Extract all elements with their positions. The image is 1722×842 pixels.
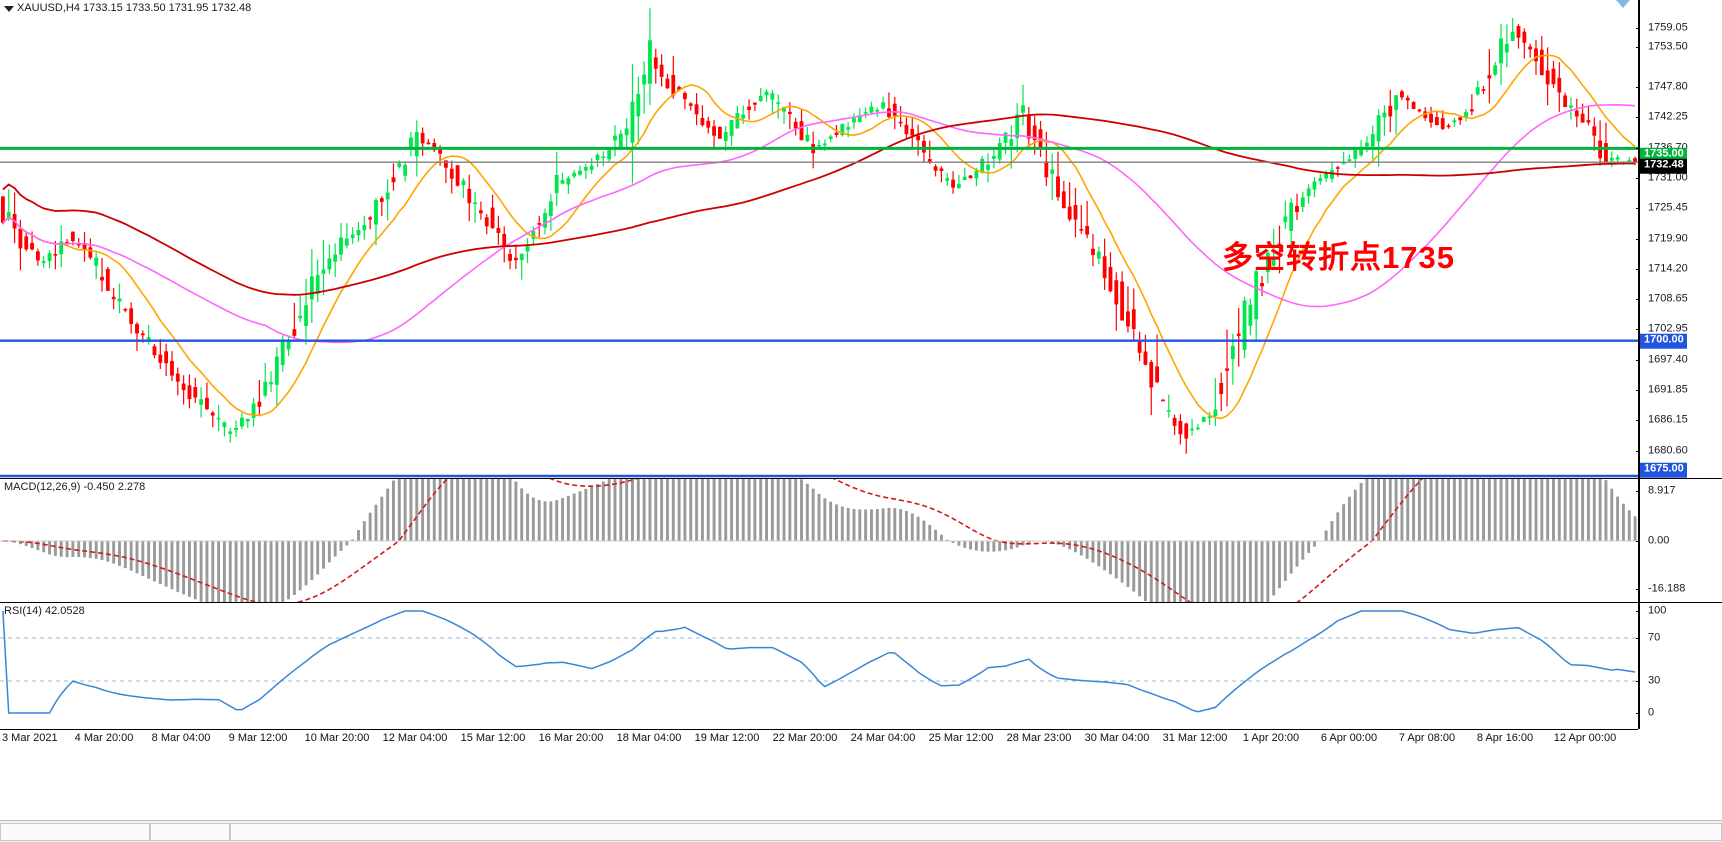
- rsi-axis-label: 0: [1648, 706, 1655, 719]
- date-axis-label: 28 Mar 23:00: [1006, 732, 1072, 744]
- price-level-badge[interactable]: 1675.00: [1640, 462, 1687, 478]
- macd-axis-label: -16.188: [1648, 582, 1686, 595]
- date-axis-label: 24 Mar 04:00: [850, 732, 916, 744]
- rsi-axis[interactable]: 100 70 30 0: [1636, 603, 1722, 729]
- price-axis-label: 1708.65: [1648, 292, 1688, 305]
- price-axis-label: 1747.80: [1648, 80, 1688, 93]
- price-level-badge[interactable]: 1700.00: [1640, 333, 1687, 349]
- price-axis-label: 1753.50: [1648, 40, 1688, 53]
- date-axis-label: 16 Mar 20:00: [538, 732, 604, 744]
- price-axis-tick: [1636, 451, 1640, 452]
- rsi-axis-tick: [1636, 611, 1640, 612]
- macd-axis-label: 0.00: [1648, 534, 1670, 547]
- price-axis-label: 1742.25: [1648, 110, 1688, 123]
- date-axis-label: 8 Mar 04:00: [151, 732, 211, 744]
- macd-plot-area[interactable]: [0, 479, 1638, 602]
- date-axis-label: 25 Mar 12:00: [928, 732, 994, 744]
- price-axis-label: 1691.85: [1648, 383, 1688, 396]
- rsi-svg: [0, 610, 1638, 714]
- rsi-pane: RSI(14) 42.0528 100 70 30 0: [0, 602, 1722, 729]
- date-axis-label: 15 Mar 12:00: [460, 732, 526, 744]
- price-axis-tick: [1636, 148, 1640, 149]
- rsi-axis-label: 70: [1648, 631, 1661, 644]
- date-axis-label: 9 Mar 12:00: [228, 732, 288, 744]
- macd-title: MACD(12,26,9) -0.450 2.278: [4, 481, 146, 493]
- date-axis-label: 12 Mar 04:00: [382, 732, 448, 744]
- price-axis-label: 1697.40: [1648, 353, 1688, 366]
- date-axis-label: 7 Apr 08:00: [1398, 732, 1456, 744]
- price-axis-tick: [1636, 390, 1640, 391]
- date-axis-label: 30 Mar 04:00: [1084, 732, 1150, 744]
- taskbar: [0, 820, 1722, 842]
- rsi-axis-label: 30: [1648, 674, 1661, 687]
- date-axis-label: 22 Mar 20:00: [772, 732, 838, 744]
- taskbar-cell-2[interactable]: [150, 823, 230, 841]
- rsi-axis-label: 100: [1648, 604, 1667, 617]
- date-axis-label: 8 Apr 16:00: [1476, 732, 1534, 744]
- rsi-axis-tick: [1636, 638, 1640, 639]
- date-axis-label: 1 Apr 20:00: [1242, 732, 1300, 744]
- macd-axis-tick: [1636, 491, 1640, 492]
- rsi-axis-tick: [1636, 713, 1640, 714]
- price-axis-label: 1702.95: [1648, 322, 1688, 335]
- price-axis-label: 1714.20: [1648, 262, 1688, 275]
- price-plot-area[interactable]: [0, 0, 1638, 478]
- price-axis-label: 1759.05: [1648, 21, 1688, 34]
- date-axis-label: 4 Mar 20:00: [74, 732, 134, 744]
- macd-axis[interactable]: 8.917 0.00 -16.188: [1636, 479, 1722, 602]
- price-axis-tick: [1636, 117, 1640, 118]
- date-axis[interactable]: 3 Mar 2021 4 Mar 20:00 8 Mar 04:00 9 Mar 12…: [0, 729, 1638, 753]
- price-axis-tick: [1636, 360, 1640, 361]
- price-axis-label: 1686.15: [1648, 413, 1688, 426]
- chevron-down-icon[interactable]: [4, 6, 14, 12]
- price-axis-label: 1731.00: [1648, 171, 1688, 184]
- price-axis-tick: [1636, 47, 1640, 48]
- chart-title: XAUUSD,H4 1733.15 1733.50 1731.95 1732.4…: [17, 2, 252, 14]
- date-axis-label: 3 Mar 2021: [2, 732, 58, 744]
- price-axis-tick: [1636, 420, 1640, 421]
- chart-annotation-text: 多空转折点1735: [1222, 240, 1455, 275]
- rsi-plot-area[interactable]: [0, 603, 1638, 729]
- date-axis-label: 12 Apr 00:00: [1553, 732, 1617, 744]
- price-axis-tick: [1636, 28, 1640, 29]
- macd-pane: MACD(12,26,9) -0.450 2.278 8.917 0.00 -16.…: [0, 478, 1722, 602]
- taskbar-cell-3[interactable]: [230, 823, 1722, 841]
- price-axis-label: 1725.45: [1648, 201, 1688, 214]
- price-axis-tick: [1636, 87, 1640, 88]
- price-axis-tick: [1636, 239, 1640, 240]
- macd-svg: [0, 479, 1638, 602]
- price-level-badge[interactable]: 1732.48: [1640, 158, 1687, 174]
- price-axis-label: 1736.70: [1648, 142, 1688, 154]
- macd-axis-label: 8.917: [1648, 484, 1676, 497]
- price-axis-tick: [1636, 299, 1640, 300]
- macd-axis-tick: [1636, 589, 1640, 590]
- date-axis-label: 6 Apr 00:00: [1320, 732, 1378, 744]
- price-axis-tick: [1636, 208, 1640, 209]
- rsi-title: RSI(14) 42.0528: [4, 605, 85, 617]
- date-axis-label: 10 Mar 20:00: [304, 732, 370, 744]
- price-level-badge[interactable]: 1735.00: [1640, 147, 1687, 163]
- price-pane: XAUUSD,H4 1733.15 1733.50 1731.95 1732.4…: [0, 0, 1722, 478]
- price-axis-tick: [1636, 178, 1640, 179]
- price-axis-tick: [1636, 329, 1640, 330]
- date-axis-label: 19 Mar 12:00: [694, 732, 760, 744]
- price-axis-tick: [1636, 269, 1640, 270]
- price-axis[interactable]: 1759.05 1753.50 1747.80 1742.25 1736.70 1731.…: [1636, 0, 1722, 478]
- macd-axis-tick: [1636, 541, 1640, 542]
- price-candles-svg: [0, 8, 1638, 478]
- price-axis-label: 1680.60: [1648, 444, 1688, 457]
- taskbar-cell-1[interactable]: [0, 823, 150, 841]
- date-axis-label: 31 Mar 12:00: [1162, 732, 1228, 744]
- rsi-axis-tick: [1636, 681, 1640, 682]
- date-axis-label: 18 Mar 04:00: [616, 732, 682, 744]
- price-axis-label: 1719.90: [1648, 232, 1688, 245]
- scroll-marker-icon[interactable]: [1616, 0, 1630, 8]
